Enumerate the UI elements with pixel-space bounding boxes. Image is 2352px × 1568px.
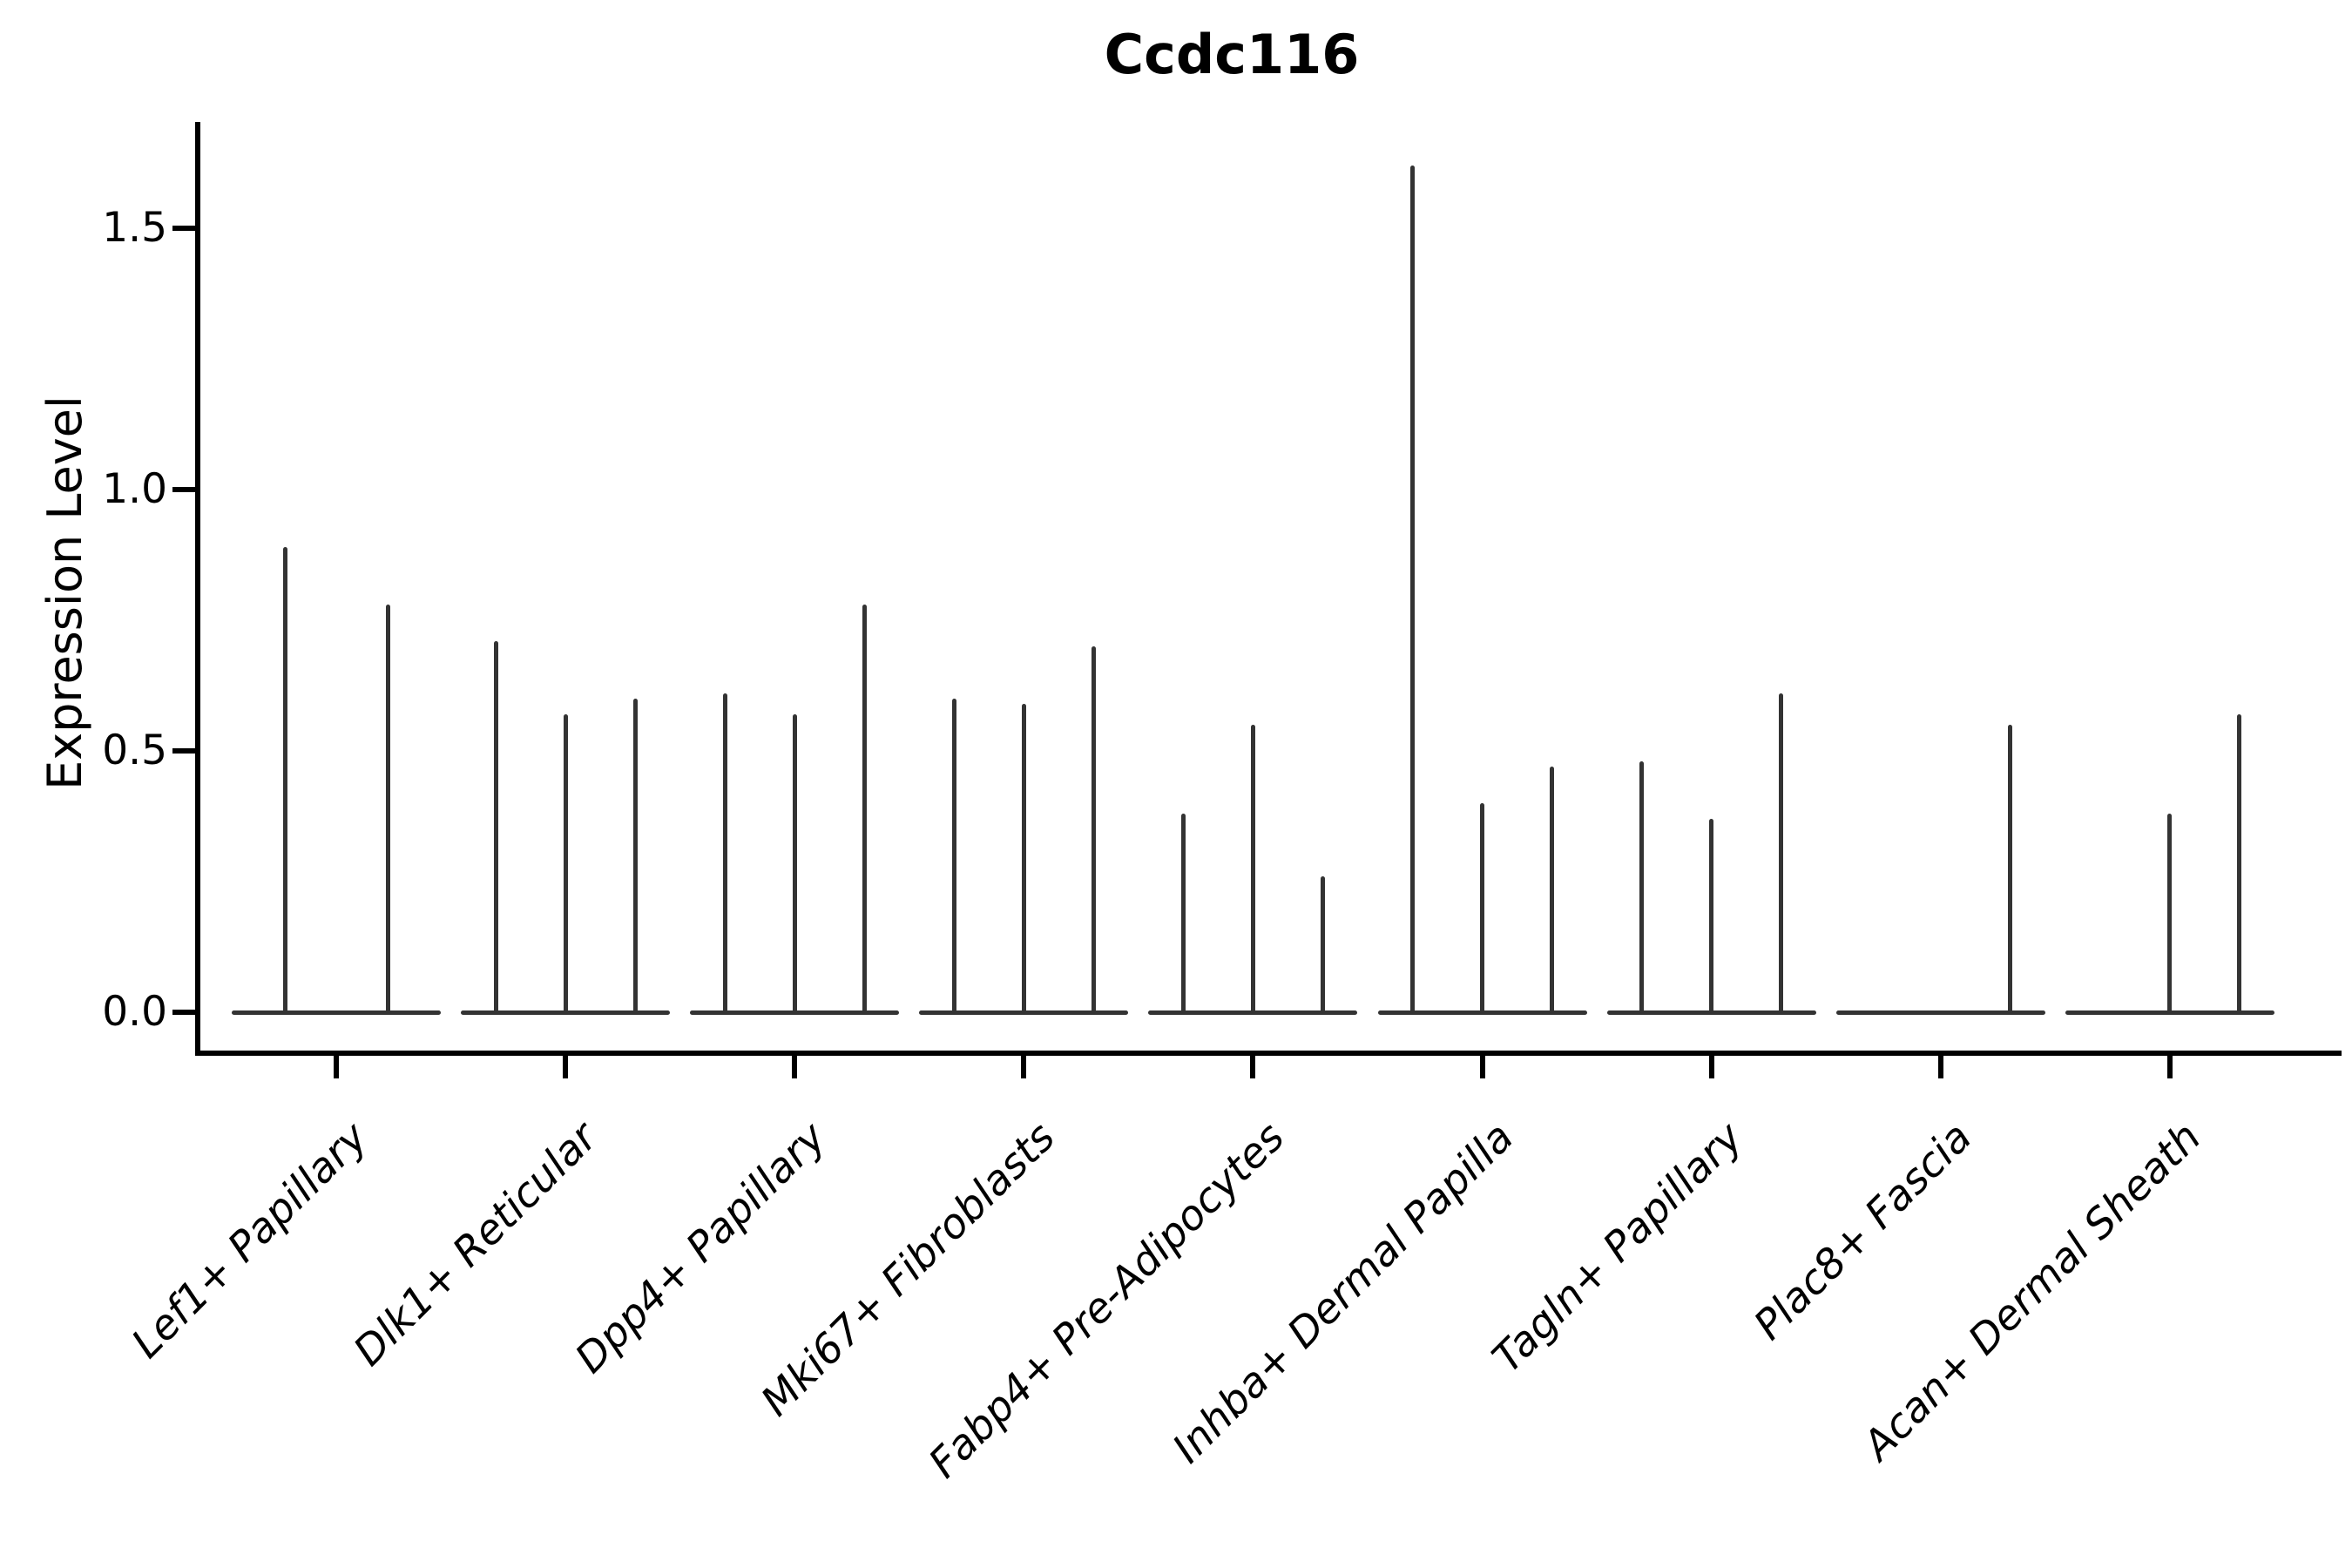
y-tick-label: 1.5: [102, 204, 167, 252]
violin-spike: [2167, 814, 2173, 1012]
x-tick: [2166, 1056, 2173, 1078]
violin-baseline: [1835, 1010, 2045, 1015]
violin-spike: [862, 605, 867, 1012]
x-tick: [563, 1056, 569, 1078]
violin-spike: [1091, 646, 1096, 1012]
x-tick: [792, 1056, 798, 1078]
x-tick: [334, 1056, 339, 1078]
violin-spike: [493, 641, 498, 1012]
violin-spike: [1779, 693, 1784, 1012]
violin-baseline: [919, 1010, 1129, 1015]
x-tick: [1250, 1056, 1256, 1078]
x-axis-spine: [195, 1051, 2342, 1056]
violin-spike: [282, 547, 287, 1012]
violin-spike: [2237, 714, 2242, 1012]
violin-spike: [1021, 704, 1026, 1012]
x-tick-label: Dlk1+ Reticular: [344, 1113, 607, 1375]
violin-spike: [951, 699, 956, 1012]
violin-spike: [1639, 761, 1645, 1012]
violin-spike: [632, 699, 638, 1012]
violin-spike: [792, 714, 797, 1012]
violin-spike: [1480, 803, 1484, 1012]
violin-baseline: [690, 1010, 900, 1015]
violin-spike: [563, 714, 568, 1012]
y-tick: [172, 1010, 195, 1015]
y-tick-label: 1.0: [102, 465, 167, 513]
violin-spike: [1320, 876, 1325, 1012]
violin-baseline: [1377, 1010, 1587, 1015]
x-tick-label: Lef1+ Papillary: [122, 1113, 377, 1369]
y-axis-spine: [195, 122, 200, 1056]
violin-spike: [2008, 725, 2013, 1012]
violin-baseline: [2065, 1010, 2274, 1015]
y-tick-label: 0.5: [102, 727, 167, 774]
violin-spike: [1709, 819, 1714, 1012]
x-tick-label: Tagln+ Papillary: [1483, 1113, 1753, 1382]
x-tick: [1479, 1056, 1485, 1078]
violin-spike: [1410, 166, 1415, 1012]
x-tick: [1708, 1056, 1714, 1078]
violin-baseline: [461, 1010, 671, 1015]
violin-baseline: [1606, 1010, 1816, 1015]
violin-baseline: [232, 1010, 441, 1015]
y-tick: [172, 748, 195, 754]
violin-spike: [722, 693, 727, 1012]
x-tick-label: Dpp4+ Papillary: [565, 1113, 836, 1383]
violin-spike: [1550, 767, 1554, 1012]
violin-spike: [385, 605, 390, 1012]
violin-spike: [1180, 814, 1186, 1012]
x-tick-label: Plac8+ Fascia: [1745, 1113, 1982, 1350]
chart-title: Ccdc116: [1104, 23, 1360, 86]
y-tick: [172, 487, 195, 492]
y-tick: [172, 226, 195, 231]
y-tick-label: 0.0: [102, 988, 167, 1036]
violin-spike: [1250, 725, 1255, 1012]
violin-baseline: [1148, 1010, 1358, 1015]
x-tick: [1937, 1056, 1943, 1078]
x-tick: [1021, 1056, 1027, 1078]
